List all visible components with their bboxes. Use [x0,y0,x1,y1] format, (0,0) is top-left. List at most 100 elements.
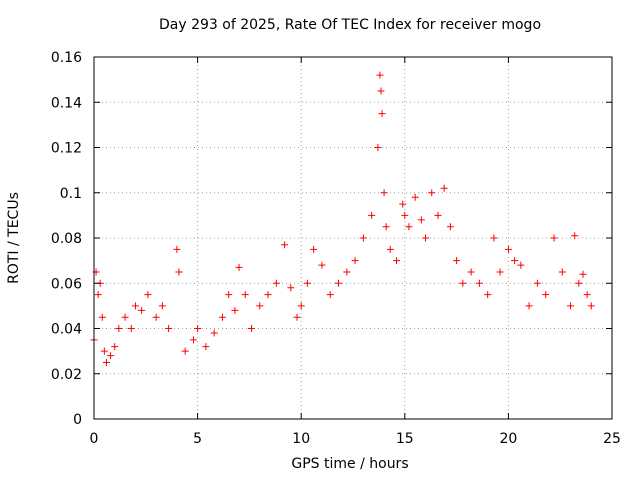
chart-title: Day 293 of 2025, Rate Of TEC Index for r… [158,17,542,33]
data-point [517,261,525,269]
data-point [225,291,233,299]
data-point [127,325,135,332]
data-point [281,241,289,249]
data-point [422,234,430,242]
data-point [579,270,587,278]
data-point [343,268,351,276]
data-point [256,302,264,310]
data-point [378,110,386,118]
data-point [272,279,280,287]
data-point [189,336,197,344]
data-point [210,329,218,337]
data-point [417,216,425,224]
data-point [511,257,519,265]
data-point [264,291,272,299]
data-point [94,291,102,299]
data-point [453,257,461,265]
data-point [386,245,394,253]
data-point [459,279,467,287]
data-point [235,263,243,271]
data-point [399,200,407,208]
data-point [98,313,106,321]
data-point [496,268,504,276]
data-point [334,279,342,287]
data-point [115,325,123,332]
data-point [121,313,129,321]
data-point [303,279,311,287]
data-point [241,291,249,299]
data-point [393,257,401,265]
data-point [411,193,419,201]
x-tick-label: 20 [499,431,517,447]
y-tick-label: 0.04 [51,322,82,338]
data-point [575,279,583,287]
y-ticks: 0 0.02 0.04 0.06 0.08 0.1 0.12 0.14 0.16 [51,50,612,428]
x-tick-label: 25 [603,431,621,447]
data-point [525,302,533,310]
data-point [144,291,152,299]
data-point [173,245,181,253]
data-point [587,302,595,310]
y-tick-label: 0.1 [60,186,82,202]
x-ticks: 0 5 10 15 20 25 [90,57,621,447]
data-point [165,325,173,332]
data-point [194,325,202,332]
data-point [287,284,295,292]
data-point [533,279,541,287]
data-point [504,245,512,253]
data-point [380,189,388,197]
y-tick-label: 0.12 [51,141,82,157]
data-point [434,211,442,219]
data-point [446,223,454,231]
data-point [558,268,566,276]
data-point [359,234,367,242]
data-point [382,223,390,231]
data-point [318,261,326,269]
y-tick-label: 0.16 [51,50,82,66]
x-tick-label: 10 [292,431,310,447]
data-point [376,71,384,79]
data-point [297,302,305,310]
data-point [175,268,183,276]
data-point [542,291,550,299]
data-point [107,352,115,360]
data-point [475,279,483,287]
y-axis-label: ROTI / TECUs [6,192,22,284]
plot-area [94,57,612,419]
data-point [374,144,382,151]
data-point [181,347,189,355]
y-tick-label: 0.02 [51,367,82,383]
data-point [571,232,579,240]
data-point [567,302,575,310]
data-point [484,291,492,299]
y-tick-label: 0.14 [51,95,82,111]
data-point [202,343,210,351]
x-tick-label: 0 [90,431,99,447]
data-point [440,184,448,192]
data-point [218,313,226,321]
data-point [583,291,591,299]
x-axis-label: GPS time / hours [291,456,409,472]
x-tick-label: 15 [396,431,414,447]
data-point [138,306,146,314]
data-point [158,302,166,310]
data-point [326,291,334,299]
data-point [377,87,385,95]
data-point [467,268,475,276]
data-points [90,71,595,366]
data-point [100,347,108,355]
y-tick-label: 0.08 [51,231,82,247]
data-point [293,313,301,321]
data-point [368,211,376,219]
data-point [490,234,498,242]
data-point [247,325,255,332]
data-point [111,343,119,351]
data-point [351,257,359,265]
data-point [102,358,110,366]
data-point [231,306,239,314]
data-point [131,302,139,310]
data-point [405,223,413,231]
data-point [401,211,409,219]
y-tick-label: 0 [73,412,82,428]
